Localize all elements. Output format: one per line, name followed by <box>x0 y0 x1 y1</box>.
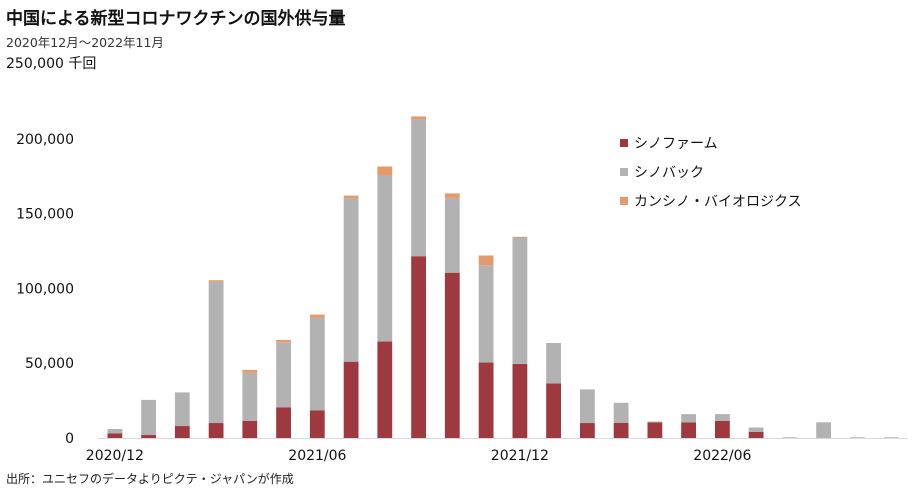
y-tick-label: 100,000 <box>16 281 74 297</box>
bar-segment-sinopharm <box>107 433 123 438</box>
bar-segment-sinopharm <box>343 361 359 438</box>
bar-segment-cansino <box>377 166 393 176</box>
bar-segment-sinopharm <box>512 363 528 438</box>
bar-segment-cansino <box>411 116 426 120</box>
bar-segment-sinovac <box>748 427 764 432</box>
bar-segment-sinovac <box>107 429 123 434</box>
bar-segment-sinopharm <box>647 422 663 438</box>
legend-swatch <box>620 139 628 147</box>
bar-segment-sinovac <box>208 281 224 424</box>
bar-segment-cansino <box>276 340 291 343</box>
bar-segment-sinovac <box>276 342 291 408</box>
bar-segment-sinopharm <box>681 422 696 438</box>
bar-segment-sinovac <box>242 372 258 421</box>
bar-segment-sinovac <box>715 414 730 421</box>
bar-segment-sinovac <box>343 198 359 362</box>
bar-segment-cansino <box>343 195 359 199</box>
source-note: 出所：ユニセフのデータよりピクテ・ジャパンが作成 <box>6 472 294 486</box>
y-tick-label: 150,000 <box>16 207 74 223</box>
chart-title: 中国による新型コロナワクチンの国外供与量 <box>6 9 346 29</box>
bar-segment-sinopharm <box>715 420 730 438</box>
bar-segment-sinovac <box>816 422 831 438</box>
bar-segment-sinopharm <box>377 341 393 438</box>
bar-segment-sinovac <box>309 317 325 411</box>
bar-segment-sinopharm <box>580 423 595 438</box>
bar-segment-cansino <box>444 193 460 198</box>
x-tick-label: 2021/12 <box>491 448 549 464</box>
bar-segment-sinopharm <box>242 420 258 438</box>
bar-segment-sinopharm <box>546 383 561 438</box>
bar-segment-cansino <box>478 255 494 266</box>
bar-segment-sinopharm <box>444 272 460 438</box>
bar-segment-cansino <box>309 314 325 318</box>
bar-segment-sinovac <box>546 343 561 384</box>
bar-segment-sinopharm <box>478 362 494 438</box>
bar-segment-sinovac <box>377 175 393 342</box>
bar-segment-sinovac <box>174 392 190 427</box>
bar-segment-sinovac <box>681 414 696 423</box>
bar-segment-sinovac <box>613 402 629 423</box>
legend-swatch <box>620 197 628 205</box>
bar-segment-cansino <box>242 369 258 373</box>
legend-label: カンシノ・バイオロジクス <box>634 194 802 210</box>
y-tick-label: 0 <box>65 431 74 447</box>
bar-segment-sinopharm <box>613 423 629 438</box>
bar-segment-sinopharm <box>411 256 426 438</box>
x-tick-label: 2020/12 <box>86 448 144 464</box>
bar-segment-cansino <box>512 236 528 238</box>
bar-segment-sinopharm <box>309 410 325 438</box>
chart-subtitle: 2020年12月～2022年11月 <box>6 35 164 50</box>
y-tick-label: 50,000 <box>25 356 74 372</box>
bar-segment-sinovac <box>512 237 528 364</box>
bar-segment-sinopharm <box>748 432 764 438</box>
bar-segment-sinopharm <box>276 407 291 438</box>
bar-segment-sinovac <box>883 437 899 439</box>
bar-segment-sinovac <box>141 399 156 436</box>
legend-swatch <box>620 168 628 176</box>
y-axis-unit-label: 250,000 千回 <box>6 56 97 72</box>
bar-segment-sinovac <box>647 421 663 423</box>
bar-segment-sinopharm <box>141 435 156 438</box>
legend-label: シノファーム <box>634 136 718 152</box>
legend-label: シノバック <box>634 165 704 181</box>
bar-segment-sinovac <box>478 265 494 363</box>
bar-segment-sinovac <box>850 437 865 439</box>
x-tick-label: 2021/06 <box>288 448 346 464</box>
bar-segment-sinovac <box>444 197 460 273</box>
bar-segment-sinovac <box>411 119 426 257</box>
bar-segment-sinopharm <box>174 426 190 438</box>
bar-segment-sinovac <box>580 389 595 424</box>
x-tick-label: 2022/06 <box>693 448 751 464</box>
bar-segment-sinovac <box>782 437 798 439</box>
y-tick-label: 200,000 <box>16 132 74 148</box>
bar-segment-cansino <box>208 280 224 282</box>
bar-segment-sinopharm <box>208 423 224 438</box>
